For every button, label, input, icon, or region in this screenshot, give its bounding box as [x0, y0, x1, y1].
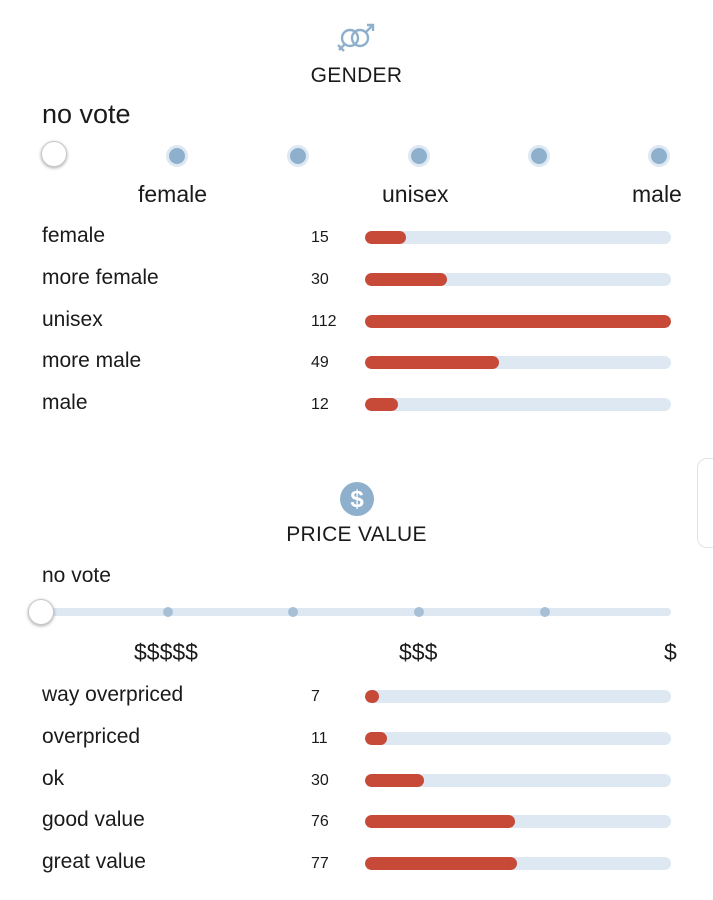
price-slider-stop[interactable]	[163, 607, 173, 617]
result-count: 49	[311, 354, 329, 371]
price-slider-stop[interactable]	[288, 607, 298, 617]
result-count: 76	[311, 813, 329, 830]
result-label: more male	[42, 349, 142, 372]
result-row: unisex 112	[0, 305, 713, 335]
result-label: great value	[42, 850, 146, 873]
result-label: female	[42, 224, 106, 247]
result-bar-track	[365, 815, 671, 828]
price-slider-track[interactable]	[42, 608, 671, 616]
gender-scale-label-female: female	[138, 181, 208, 207]
result-bar-track	[365, 732, 671, 745]
price-slider-stop[interactable]	[540, 607, 550, 617]
gender-slider-stop[interactable]	[287, 145, 309, 167]
result-count: 11	[311, 730, 328, 747]
result-row: way overpriced 7	[0, 680, 713, 710]
result-label: way overpriced	[42, 683, 184, 706]
result-bar-fill	[365, 857, 517, 870]
result-row: female 15	[0, 221, 713, 251]
gender-scale-label-unisex: unisex	[382, 181, 449, 207]
price-slider-stop[interactable]	[414, 607, 424, 617]
result-bar-track	[365, 857, 671, 870]
result-bar-track	[365, 231, 671, 244]
price-scale-label-cheap: $	[664, 639, 677, 665]
result-row: great value 77	[0, 847, 713, 877]
result-label: good value	[42, 808, 145, 831]
result-bar-track	[365, 315, 671, 328]
result-label: unisex	[42, 308, 103, 331]
result-bar-fill	[365, 774, 424, 787]
result-bar-fill	[365, 732, 387, 745]
result-bar-fill	[365, 815, 515, 828]
result-bar-track	[365, 273, 671, 286]
gender-slider-stop[interactable]	[408, 145, 430, 167]
gender-slider-stop[interactable]	[528, 145, 550, 167]
edge-panel-handle[interactable]	[697, 458, 713, 548]
result-row: more female 30	[0, 263, 713, 293]
result-bar-track	[365, 356, 671, 369]
price-slider-thumb[interactable]	[28, 599, 54, 625]
result-label: overpriced	[42, 725, 141, 748]
result-bar-fill	[365, 356, 499, 369]
result-row: male 12	[0, 388, 713, 418]
gender-scale-label-male: male	[632, 181, 682, 207]
result-label: more female	[42, 266, 159, 289]
result-label: male	[42, 391, 88, 414]
result-row: ok 30	[0, 764, 713, 794]
result-row: more male 49	[0, 346, 713, 376]
result-bar-fill	[365, 690, 379, 703]
result-label: ok	[42, 767, 65, 790]
gender-slider-thumb[interactable]	[41, 141, 67, 167]
result-bar-track	[365, 690, 671, 703]
price-scale-label-expensive: $$$$$	[134, 639, 198, 665]
result-bar-fill	[365, 273, 447, 286]
dollar-coin-icon: $	[0, 481, 713, 517]
result-row: overpriced 11	[0, 722, 713, 752]
gender-slider-stop[interactable]	[166, 145, 188, 167]
result-bar-track	[365, 398, 671, 411]
result-count: 112	[311, 313, 337, 330]
result-bar-fill	[365, 398, 398, 411]
price-scale-label-mid: $$$	[399, 639, 438, 665]
price-no-vote-label: no vote	[42, 564, 111, 587]
result-bar-fill	[365, 231, 406, 244]
gender-no-vote-label: no vote	[42, 99, 131, 129]
gender-title: GENDER	[310, 64, 403, 87]
result-count: 15	[311, 229, 329, 246]
result-count: 30	[311, 772, 329, 789]
svg-text:$: $	[350, 486, 364, 513]
price-value-title: PRICE VALUE	[286, 523, 427, 546]
result-row: good value 76	[0, 805, 713, 835]
result-count: 77	[311, 855, 329, 872]
result-count: 7	[311, 688, 320, 705]
result-bar-track	[365, 774, 671, 787]
gender-symbols-icon	[0, 22, 713, 58]
result-count: 30	[311, 271, 329, 288]
result-bar-fill	[365, 315, 671, 328]
result-count: 12	[311, 396, 329, 413]
gender-slider-stop[interactable]	[648, 145, 670, 167]
